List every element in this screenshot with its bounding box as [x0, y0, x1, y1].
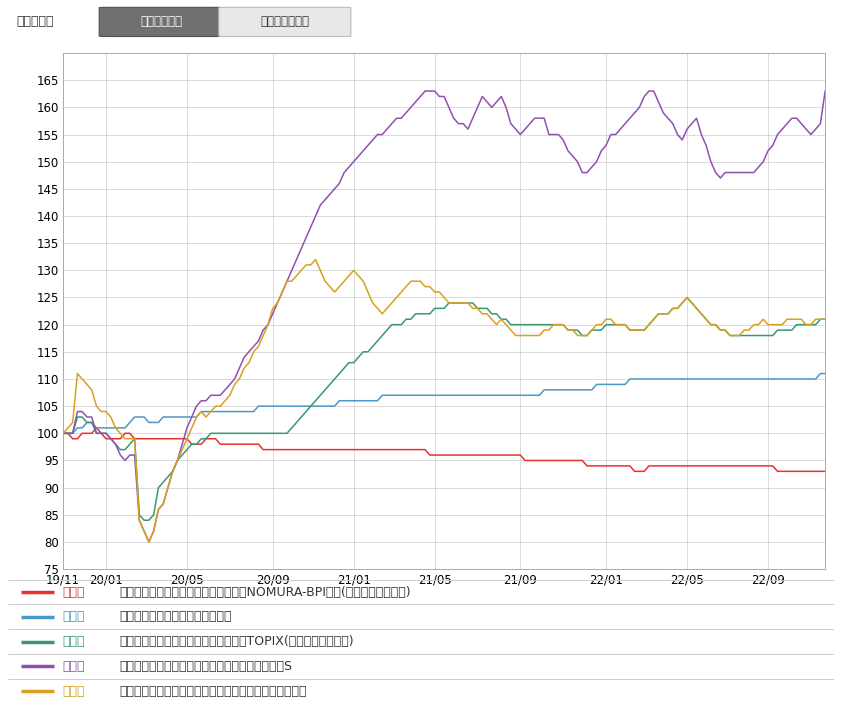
- FancyBboxPatch shape: [219, 7, 351, 37]
- Text: ３年（週次）: ３年（週次）: [140, 16, 182, 28]
- Text: みずほ信託銀行　外国株式インデックスファンドS: みずほ信託銀行 外国株式インデックスファンドS: [120, 660, 293, 673]
- Text: ＤＣダイワ外国債券インデックス: ＤＣダイワ外国債券インデックス: [120, 610, 232, 624]
- Text: 黄線：: 黄線：: [62, 684, 84, 698]
- Text: 野村国内株式インデックスファンド・TOPIX(確定拠出年金向け): 野村国内株式インデックスファンド・TOPIX(確定拠出年金向け): [120, 635, 354, 648]
- Text: １０年（月次）: １０年（月次）: [260, 16, 309, 28]
- Text: 表示期間：: 表示期間：: [17, 16, 54, 28]
- Text: ＤＩＡＭ新興国株式インデックスファンド＜ＤＣ年金＞: ＤＩＡＭ新興国株式インデックスファンド＜ＤＣ年金＞: [120, 684, 307, 698]
- Text: 野村国内債券インデックスファンド・NOMURA-BPI総合(確定拠出年金向け): 野村国内債券インデックスファンド・NOMURA-BPI総合(確定拠出年金向け): [120, 585, 412, 599]
- Text: 紫線：: 紫線：: [62, 660, 84, 673]
- Text: 緑線：: 緑線：: [62, 635, 84, 648]
- FancyBboxPatch shape: [99, 7, 223, 37]
- Text: 赤線：: 赤線：: [62, 585, 84, 599]
- Text: 青線：: 青線：: [62, 610, 84, 624]
